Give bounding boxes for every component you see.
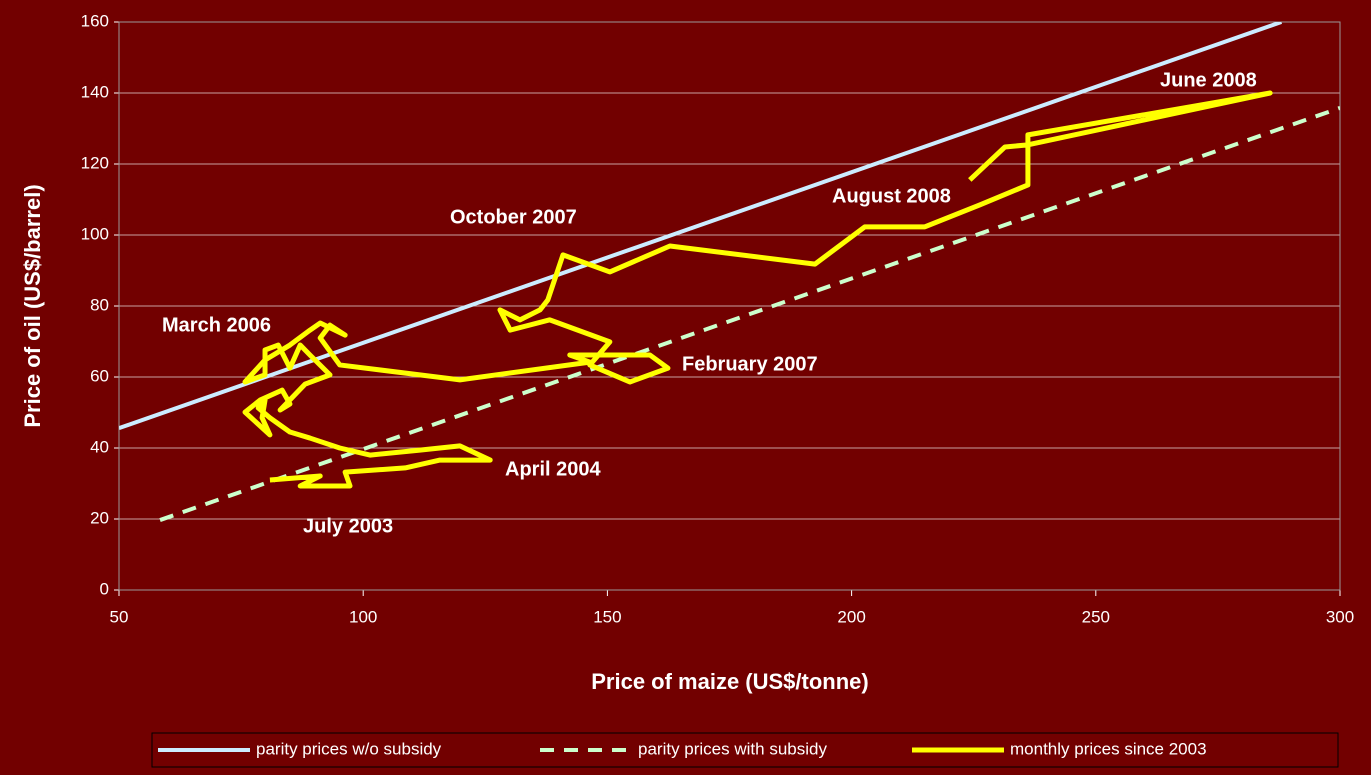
annotation: February 2007 [682,353,818,375]
annotation: June 2008 [1160,69,1257,91]
legend-label: monthly prices since 2003 [1010,739,1207,758]
x-tick-label: 50 [110,607,129,626]
series-line [159,106,1340,522]
y-tick-label: 100 [81,224,109,243]
y-tick-label: 0 [100,579,109,598]
y-tick-label: 20 [90,508,109,527]
annotation: August 2008 [832,185,951,207]
y-tick-label: 40 [90,437,109,456]
annotation: July 2003 [303,515,393,537]
legend-label: parity prices w/o subsidy [256,739,442,758]
x-tick-label: 150 [593,607,621,626]
y-axis-title: Price of oil (US$/barrel) [20,184,45,427]
y-tick-label: 140 [81,82,109,101]
x-axis-title: Price of maize (US$/tonne) [591,669,869,694]
series-line [242,90,1273,489]
annotation: October 2007 [450,206,577,228]
y-tick-label: 120 [81,153,109,172]
y-tick-label: 80 [90,295,109,314]
x-tick-label: 300 [1326,607,1354,626]
x-tick-label: 250 [1082,607,1110,626]
annotation: March 2006 [162,314,271,336]
y-tick-label: 160 [81,11,109,30]
legend-label: parity prices with subsidy [638,739,827,758]
annotation: April 2004 [505,458,601,480]
x-tick-label: 100 [349,607,377,626]
y-tick-label: 60 [90,366,109,385]
legend-box [151,732,1339,768]
plot-border [118,21,1341,591]
x-tick-label: 200 [837,607,865,626]
